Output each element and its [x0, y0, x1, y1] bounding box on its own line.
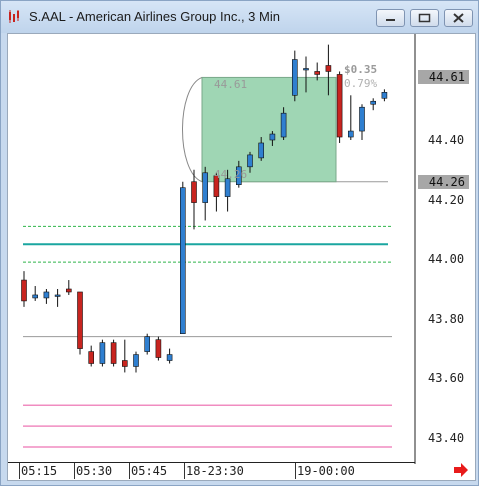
up-candle[interactable] [224, 178, 231, 197]
up-candle[interactable] [133, 354, 139, 367]
down-candle[interactable] [213, 175, 220, 197]
up-candle[interactable] [202, 172, 208, 203]
lower-price-marker: 44.26 [418, 174, 469, 189]
time-label-0515: 05:15 [21, 464, 58, 478]
chart-client-area[interactable]: 44.61 44.26 $0.35 0.79% 44.40 44.20 44.00 4… [7, 33, 476, 481]
time-label-18-2330: 18-23:30 [186, 464, 244, 478]
price-axis-label: 43.40 [428, 431, 465, 445]
current-price-marker: 44.61 [418, 70, 469, 85]
price-zone-rect[interactable] [201, 76, 337, 183]
time-tick [129, 463, 130, 479]
up-candle[interactable] [43, 291, 50, 299]
down-candle[interactable] [65, 288, 72, 293]
down-candle[interactable] [88, 351, 94, 364]
app-chart-icon [9, 10, 19, 23]
price-chart[interactable] [8, 34, 475, 464]
up-candle[interactable] [381, 92, 388, 99]
zone-bottom-label: 44.26 [214, 167, 248, 181]
up-candle[interactable] [347, 130, 354, 138]
down-candle[interactable] [336, 74, 343, 138]
restore-icon [418, 13, 431, 23]
restore-button[interactable] [410, 9, 439, 27]
minimize-icon [386, 19, 395, 21]
up-candle[interactable] [180, 187, 186, 334]
up-candle[interactable] [247, 154, 253, 168]
down-candle[interactable] [77, 291, 83, 349]
change-percent-annotation: 0.79% [344, 77, 378, 90]
price-axis-label: 44.00 [428, 252, 465, 267]
up-candle[interactable] [303, 68, 309, 71]
title-bar[interactable]: S.AAL - American Airlines Group Inc., 3 … [1, 1, 478, 33]
time-tick [74, 463, 75, 479]
zone-bracket [182, 76, 203, 183]
down-candle[interactable] [314, 71, 321, 75]
close-button[interactable] [444, 9, 473, 27]
up-candle[interactable] [236, 166, 242, 186]
window-title: S.AAL - American Airlines Group Inc., 3 … [29, 9, 280, 24]
price-axis-label: 43.80 [428, 311, 465, 326]
time-tick [295, 463, 296, 479]
up-candle[interactable] [99, 342, 106, 364]
time-axis[interactable]: 05:15 05:30 05:45 18-23:30 19-00:00 [8, 462, 415, 479]
price-axis-label: 44.20 [428, 192, 465, 207]
up-candle[interactable] [359, 106, 365, 132]
up-candle[interactable] [144, 336, 150, 352]
up-candle[interactable] [370, 100, 377, 105]
down-candle[interactable] [21, 279, 27, 302]
down-candle[interactable] [122, 360, 128, 367]
up-candle[interactable] [269, 133, 276, 141]
scroll-right-arrow-icon[interactable] [453, 463, 469, 477]
up-candle[interactable] [166, 354, 173, 361]
price-axis-label: 44.40 [428, 133, 465, 147]
up-candle[interactable] [280, 112, 287, 138]
time-tick [184, 463, 185, 479]
down-candle[interactable] [191, 181, 197, 203]
price-axis-label: 43.60 [428, 371, 465, 386]
time-label-19-0000: 19-00:00 [297, 464, 355, 478]
zone-top-label: 44.61 [214, 78, 248, 92]
up-candle[interactable] [291, 59, 298, 96]
down-candle[interactable] [110, 342, 117, 364]
change-amount-annotation: $0.35 [344, 63, 378, 76]
close-icon [453, 13, 464, 23]
up-candle[interactable] [54, 294, 61, 297]
minimize-button[interactable] [376, 9, 405, 27]
up-candle[interactable] [258, 142, 264, 159]
down-candle[interactable] [155, 339, 162, 358]
time-label-0530: 05:30 [76, 464, 113, 478]
down-candle[interactable] [325, 65, 332, 72]
time-tick [19, 463, 20, 479]
up-candle[interactable] [32, 294, 39, 299]
time-label-0545: 05:45 [131, 464, 168, 478]
